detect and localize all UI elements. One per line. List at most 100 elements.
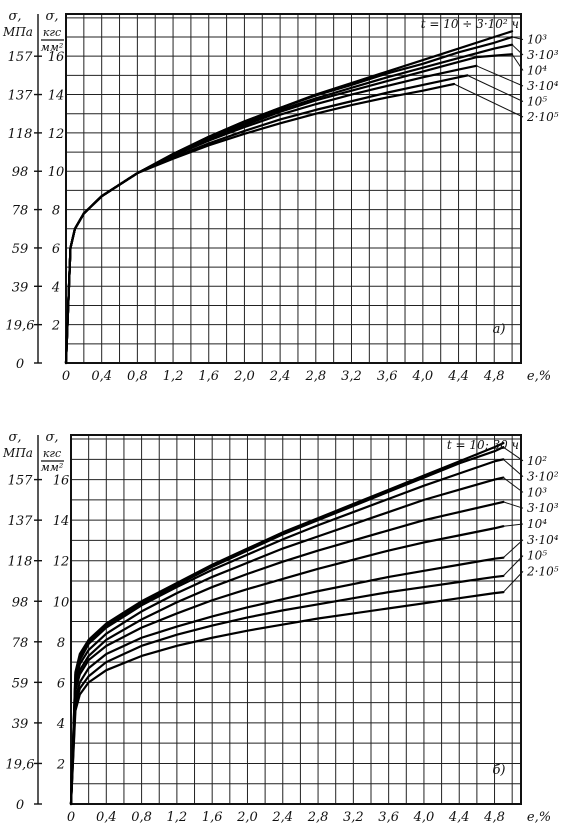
series-label: 10² [527, 454, 547, 468]
x-tick-label: 2,4 [269, 369, 291, 384]
series-label: 3·10⁴ [527, 533, 559, 547]
series-label: 2·10⁵ [526, 564, 559, 578]
y-tick-label-kgs: 10 [48, 165, 65, 180]
y-axis-unit-mpa: МПа [2, 446, 33, 460]
x-tick-label: 0 [62, 369, 70, 384]
y-tick-label-mpa: 59 [12, 676, 29, 691]
y-tick-label-kgs: 2 [56, 757, 65, 772]
x-tick-label: 2,8 [307, 810, 329, 825]
x-tick-label: 1,6 [202, 810, 223, 825]
series-label-leader [503, 477, 524, 493]
series-label: t = 10; 30 ч [447, 438, 519, 452]
series-line [64, 43, 514, 365]
y-tick-label-mpa: 137 [8, 89, 34, 104]
y-axis-rulers [34, 14, 42, 364]
series-label: 10⁴ [527, 64, 547, 78]
y-axis-unit-kgs-denominator: мм² [41, 41, 64, 54]
x-tick-label: 0,8 [127, 369, 148, 384]
y-tick-label-kgs: 12 [48, 127, 65, 142]
x-tick-label: 2,8 [304, 369, 326, 384]
series-label: 3·10³ [527, 48, 559, 62]
y-axis-unit-kgs-numerator: кгс [43, 26, 61, 39]
series-label: 10⁵ [527, 95, 547, 109]
y-tick-label-kgs: 8 [57, 636, 65, 651]
y-tick-label-mpa: 98 [12, 165, 29, 180]
series-line [69, 476, 505, 806]
grid [66, 14, 521, 363]
x-tick-label: 3,2 [341, 369, 362, 384]
x-tick-label: 4,4 [448, 810, 470, 825]
x-tick-label: 1,2 [167, 810, 188, 825]
y-tick-label-kgs: 10 [53, 595, 70, 610]
y-tick-label-kgs: 16 [53, 474, 70, 489]
x-tick-label: 0,4 [96, 810, 117, 825]
y-tick-label-kgs: 16 [48, 50, 65, 65]
y-tick-label-kgs: 6 [57, 676, 65, 691]
series-label: 3·10³ [527, 501, 559, 515]
x-tick-label: 2,0 [236, 810, 258, 825]
series-label-leader [502, 555, 524, 577]
series-label: 3·10⁴ [527, 79, 559, 93]
y-tick-label-kgs: 2 [51, 319, 60, 334]
y-tick-label-mpa: 137 [8, 514, 34, 529]
x-tick-label: 4,0 [412, 369, 434, 384]
series-label-leader [503, 523, 524, 527]
series-line [64, 53, 514, 365]
series-label-leader [503, 501, 524, 509]
series-label-leader [503, 539, 524, 559]
series-label: 10³ [527, 485, 547, 499]
y-tick-label-mpa: 118 [8, 555, 33, 570]
panel-label: б) [492, 763, 505, 778]
y-tick-label-kgs: 4 [56, 717, 65, 732]
x-tick-label: 4,8 [483, 369, 505, 384]
y-tick-label-mpa: 39 [12, 717, 29, 732]
y-tick-label-mpa: 19,6 [6, 319, 35, 334]
series-label-leader [511, 36, 524, 40]
x-axis-label: e,% [527, 369, 551, 384]
series-line [69, 500, 505, 806]
x-tick-label: 4,8 [483, 810, 505, 825]
y-tick-label-mpa: 19,6 [6, 757, 35, 772]
series-line [69, 458, 505, 806]
series-label-leader [511, 44, 524, 56]
x-tick-label: 1,6 [198, 369, 219, 384]
series-line [69, 525, 505, 806]
series-label: 3·10² [527, 470, 559, 484]
series-group [64, 30, 514, 365]
y-tick-label-mpa: 118 [8, 127, 33, 142]
y-axis-label-kgs: σ, [45, 9, 58, 24]
y-tick-label-mpa: 59 [12, 242, 29, 257]
series-line [64, 82, 456, 365]
y-axis-unit-kgs-denominator: мм² [41, 461, 64, 474]
y-axis-label-mpa: σ, [8, 430, 21, 445]
y-tick-label-mpa: 39 [12, 280, 29, 295]
y-tick-label-kgs: 8 [52, 204, 60, 219]
x-tick-label: 0 [67, 810, 75, 825]
plot-frame [70, 434, 522, 805]
x-tick-label: 0,8 [131, 810, 152, 825]
series-label-leader [511, 53, 524, 71]
series-label-leader [453, 83, 524, 118]
x-tick-label: 0,4 [91, 369, 112, 384]
y-tick-label-kgs: 14 [48, 89, 65, 104]
x-tick-label: 1,2 [163, 369, 184, 384]
y-tick-label-mpa: 78 [12, 636, 29, 651]
series-line [69, 591, 505, 806]
y-tick-label-mpa: 0 [16, 357, 24, 372]
series-label: 10³ [527, 33, 547, 47]
y-axis-rulers [34, 435, 42, 805]
series-group [69, 442, 505, 806]
y-axis-label-mpa: σ, [8, 9, 21, 24]
x-axis-label: e,% [527, 810, 551, 825]
plot-frame [65, 13, 522, 364]
x-tick-label: 3,6 [377, 369, 398, 384]
series-line [69, 574, 505, 806]
chart-panel-a: 0 19,6 39 59 78 98 118 137 157 2 4 6 8 10 12 14 16 0 0,4 0,… [2, 9, 559, 384]
y-tick-label-mpa: 78 [12, 204, 29, 219]
series-label-leader [503, 446, 524, 462]
series-line [69, 446, 505, 806]
x-tick-label: 4,0 [413, 810, 435, 825]
y-tick-label-kgs: 14 [53, 514, 70, 529]
y-tick-label-mpa: 98 [12, 595, 29, 610]
